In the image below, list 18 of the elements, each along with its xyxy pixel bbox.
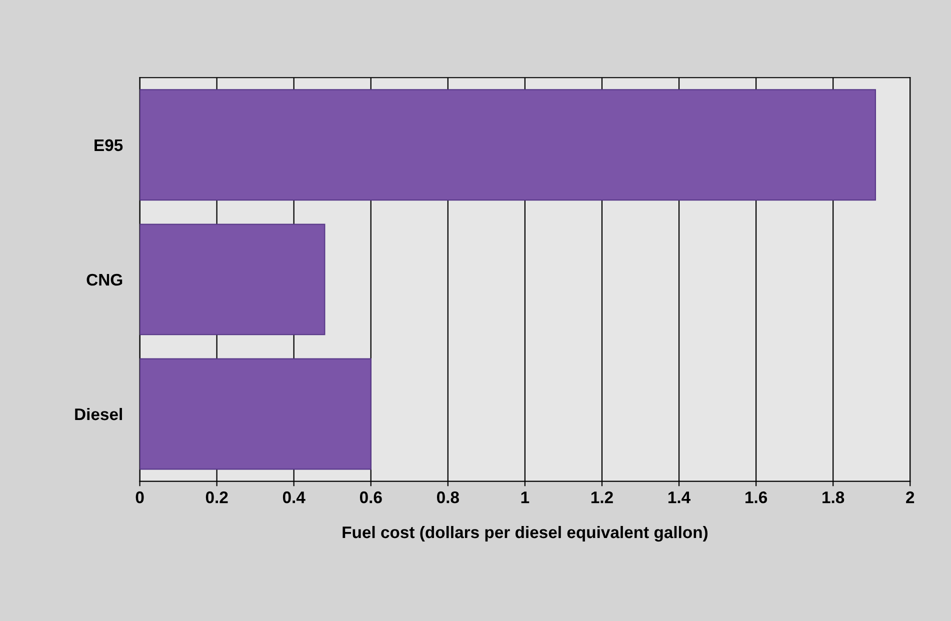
x-tick-label: 1.6 bbox=[746, 491, 768, 504]
x-tick-label: 0 bbox=[136, 491, 144, 504]
x-tick-label: 0.4 bbox=[282, 491, 306, 504]
bar bbox=[140, 358, 372, 470]
x-tick-label: 1 bbox=[521, 492, 530, 504]
x-tick-label: 0.2 bbox=[206, 491, 228, 504]
x-tick-label: 1.2 bbox=[591, 491, 613, 504]
x-axis-title: Fuel cost (dollars per diesel equivalent gallon) bbox=[342, 526, 708, 542]
x-tick-label: 1.4 bbox=[668, 492, 691, 504]
bar bbox=[140, 89, 876, 201]
x-tick-label: 0.6 bbox=[360, 491, 382, 504]
bar bbox=[140, 224, 326, 336]
y-tick-label: CNG bbox=[86, 274, 122, 286]
y-tick-label: Diesel bbox=[75, 408, 122, 420]
x-tick-label: 1.8 bbox=[822, 491, 844, 504]
x-tick-label: 2 bbox=[906, 491, 914, 504]
x-tick-label: 0.8 bbox=[436, 491, 459, 504]
y-tick-label: E95 bbox=[94, 139, 123, 152]
